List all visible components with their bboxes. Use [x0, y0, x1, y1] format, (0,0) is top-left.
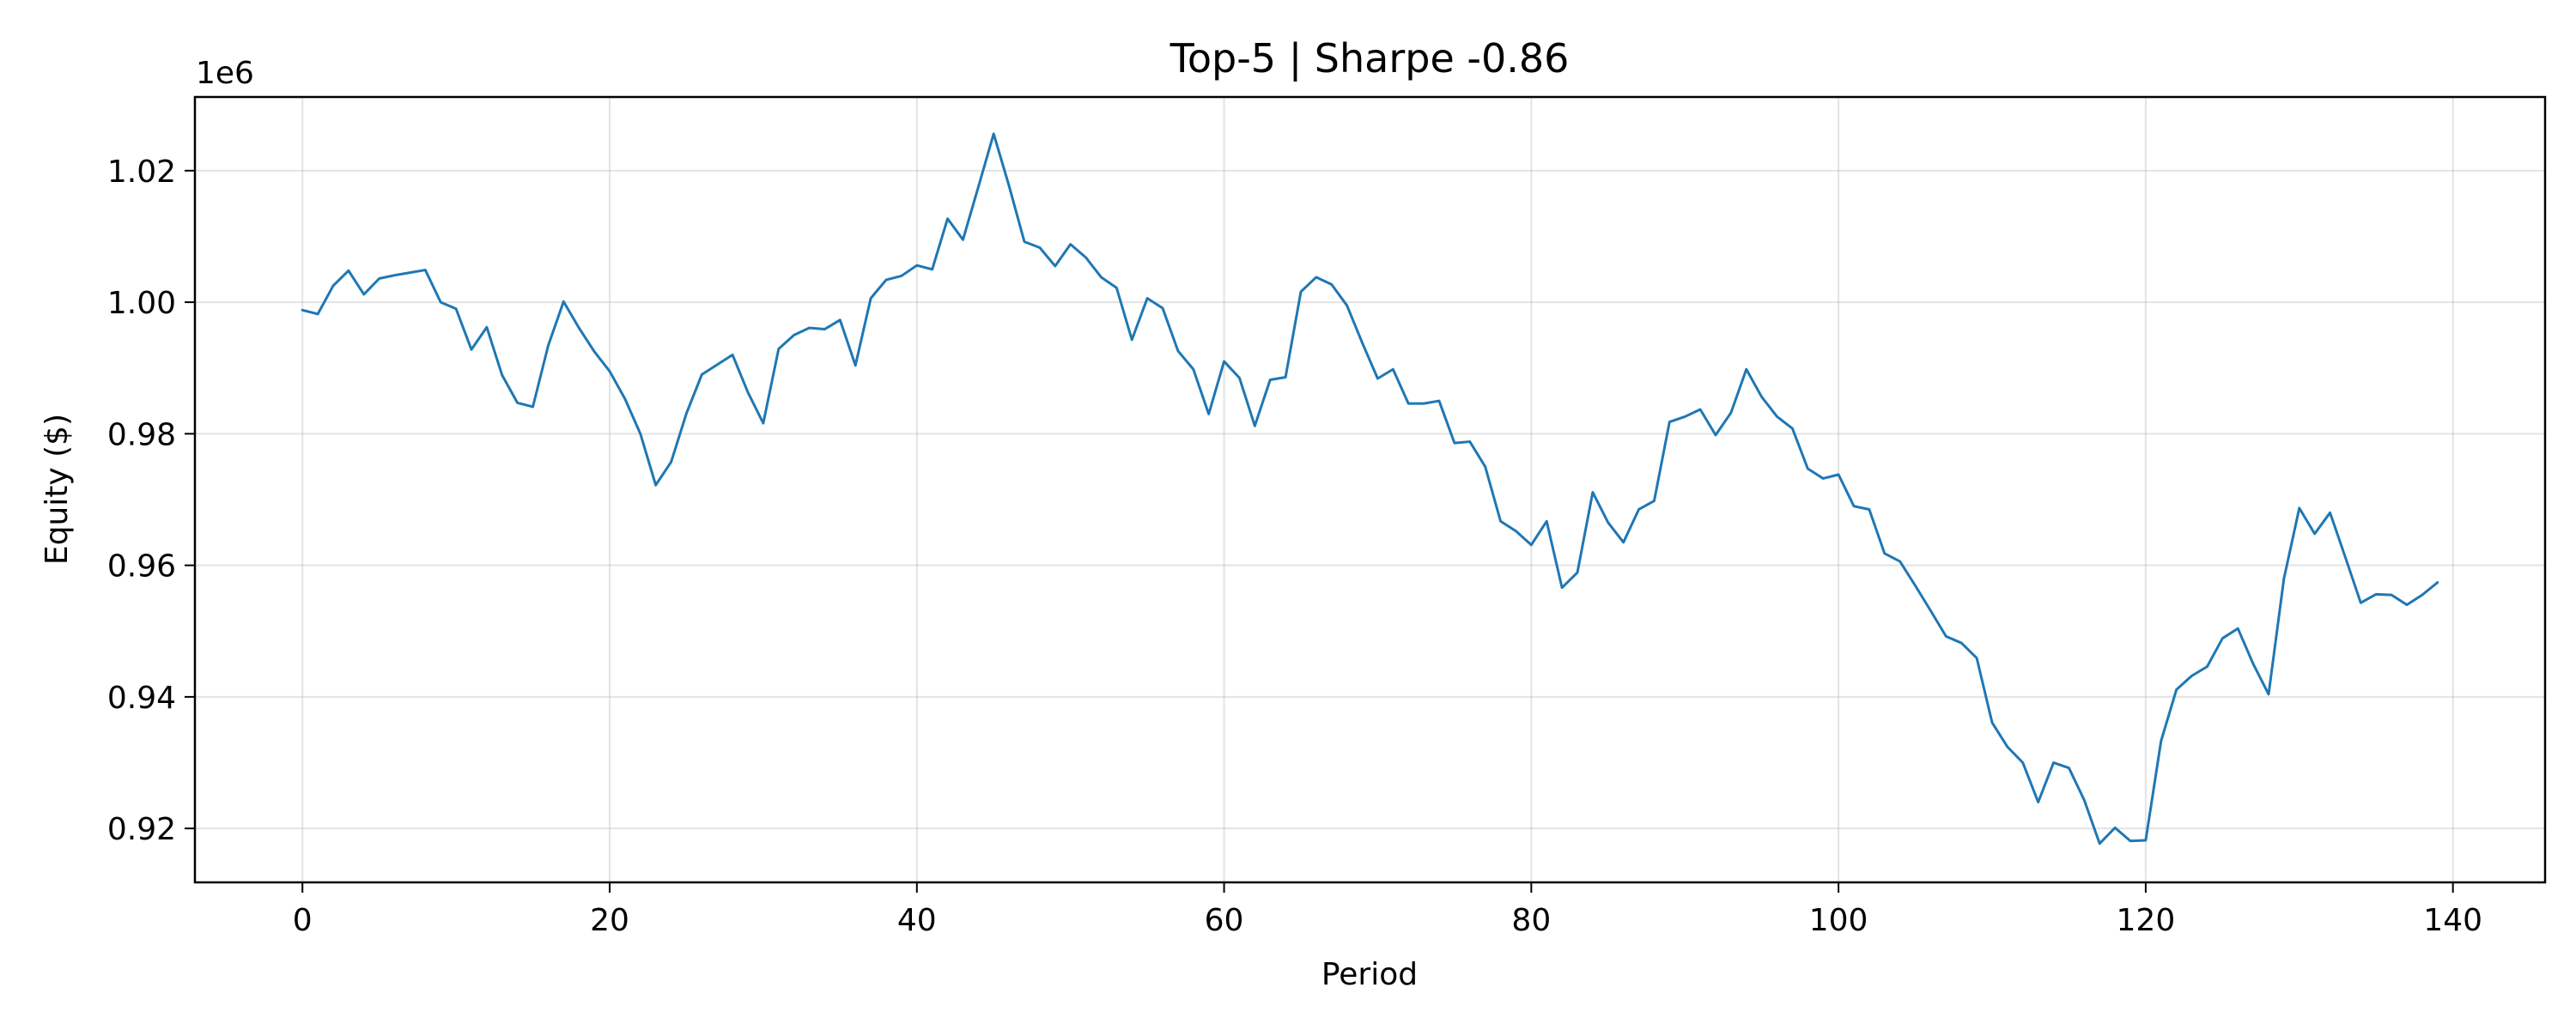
x-tick-label: 20 [590, 903, 629, 938]
x-tick-label: 80 [1511, 903, 1551, 938]
x-tick-label: 100 [1809, 903, 1868, 938]
grid [195, 97, 2545, 882]
y-tick-label: 1.00 [107, 286, 176, 321]
series-layer [301, 132, 2439, 845]
y-tick-label: 1.02 [107, 154, 176, 190]
x-tick-label: 60 [1205, 903, 1244, 938]
y-tick-label: 0.98 [107, 417, 176, 452]
chart-title: Top-5 | Sharpe -0.86 [1170, 35, 1570, 82]
x-axis: 0 20 40 60 80 100 120 140 [293, 882, 2482, 938]
x-tick-label: 0 [293, 903, 313, 938]
y-tick-label: 0.92 [107, 812, 176, 847]
y-tick-label: 0.94 [107, 681, 176, 716]
equity-series-line [301, 132, 2439, 845]
x-tick-label: 120 [2117, 903, 2176, 938]
y-axis-label: Equity ($) [39, 414, 75, 565]
plot-frame [193, 95, 2547, 884]
x-tick-label: 40 [897, 903, 937, 938]
x-tick-label: 140 [2423, 903, 2482, 938]
y-axis-offset-label: 1e6 [196, 56, 254, 91]
y-axis: 0.92 0.94 0.96 0.98 1.00 1.02 [107, 154, 195, 847]
x-axis-label: Period [1321, 957, 1418, 992]
y-tick-label: 0.96 [107, 549, 176, 585]
